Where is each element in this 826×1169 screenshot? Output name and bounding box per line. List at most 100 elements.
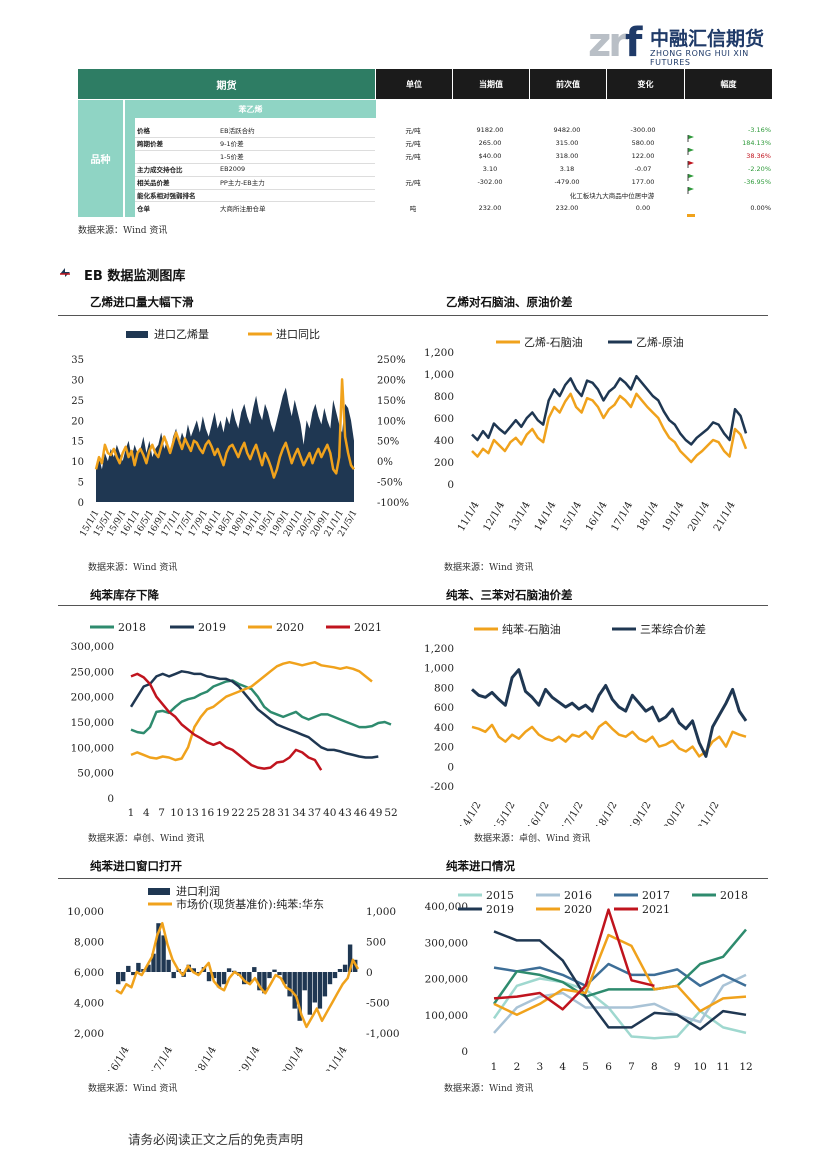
bar-import-profit: [191, 968, 196, 972]
y2-tick-label: -50%: [377, 478, 403, 489]
company-logo: zrf 中融汇信期货 ZHONG RONG HUI XIN FUTURES: [588, 18, 778, 67]
bar-import-profit: [337, 969, 343, 972]
bar-import-profit: [136, 962, 141, 972]
y-tick-label: 100,000: [425, 1010, 468, 1022]
chart-benzene-inventory: 0 50,000 100,000 150,000 200,000 250,000 300,0…: [71, 621, 398, 819]
bar-import-profit: [206, 972, 212, 982]
chart-source-6: 数据来源：Wind 资讯: [444, 1084, 534, 1094]
y-tick-label: 0: [107, 793, 114, 805]
series-2020: [130, 660, 373, 762]
x-tick-label: 10: [170, 807, 183, 819]
table-cell-unit: 元/吨: [405, 179, 421, 188]
table-cell-item: 大商所注册仓单: [220, 204, 266, 213]
y-tick-label: 4,000: [74, 998, 104, 1010]
bar-import-profit: [126, 965, 131, 972]
y-tick-label: 0: [447, 761, 454, 773]
table-cell-chg: 0.00: [635, 203, 651, 212]
divider-2: [58, 605, 768, 606]
table-cell-unit: 元/吨: [405, 153, 421, 162]
series-2021: [130, 672, 323, 771]
x-tick-label: 34: [293, 807, 307, 819]
legend-label: 2016: [564, 889, 592, 902]
bar-import-profit: [322, 972, 328, 997]
table-cell-pct: 38.36%: [746, 152, 771, 161]
x-tick-label: 25: [247, 807, 260, 819]
x-tick-label: 3: [536, 1061, 543, 1071]
chart-title-4: 纯苯、三苯对石脑油价差: [446, 588, 573, 602]
legend-label: 2019: [198, 621, 226, 634]
x-tick-label: 2: [514, 1061, 521, 1071]
x-tick-label: 31: [277, 807, 290, 819]
table-cell-group: 仓单: [137, 204, 150, 213]
x-tick-label: 4: [143, 807, 150, 819]
y-tick-label: 50,000: [77, 768, 114, 780]
x-tick-label: 19/1/4: [661, 500, 687, 533]
y-tick-label: 10: [71, 457, 84, 468]
bar-import-profit: [131, 972, 136, 976]
product-cell: 苯乙烯: [125, 100, 376, 118]
series-benzene-naphtha: [471, 720, 747, 758]
chart-source-5: 数据来源：Wind 资讯: [88, 1084, 178, 1094]
bar-import-profit: [302, 972, 307, 991]
legend-label: 进口乙烯量: [154, 328, 209, 341]
bar-import-profit: [226, 968, 232, 972]
y2-tick-label: -500: [366, 998, 390, 1010]
x-tick-label: 21/1/4: [324, 1045, 350, 1071]
y-tick-label: 10,000: [67, 906, 104, 918]
row-divider: [135, 175, 375, 177]
x-tick-label: 19: [216, 807, 229, 819]
y-tick-label: 25: [71, 396, 84, 407]
table-cell-chg: -300.00: [630, 126, 656, 135]
x-tick-label: 13: [185, 807, 198, 819]
legend-label: 2021: [354, 621, 382, 634]
x-tick-label: 14/1/2: [458, 800, 484, 826]
bar-import-profit: [287, 972, 292, 997]
x-tick-label: 15/1/4: [558, 500, 584, 533]
chart-title-5: 纯苯进口窗口打开: [90, 859, 182, 873]
legend-swatch: [126, 331, 148, 338]
section-bullet-icon: [58, 264, 78, 280]
chart-source-1: 数据来源：Wind 资讯: [88, 563, 178, 573]
table-source: 数据来源：Wind 资讯: [78, 226, 168, 236]
x-tick-label: 8: [651, 1061, 658, 1071]
x-tick-label: 11: [716, 1061, 729, 1071]
table-cell-item: 1-5价差: [220, 153, 244, 162]
bar-import-profit: [247, 972, 252, 983]
bar-import-profit: [332, 972, 338, 979]
table-cell-group: 能化系相对强弱排名: [137, 191, 196, 200]
table-cell-prev: 9482.00: [553, 126, 581, 135]
chart-source-2: 数据来源：Wind 资讯: [444, 563, 534, 573]
company-name-en: ZHONG RONG HUI XIN FUTURES: [650, 49, 749, 67]
y2-tick-label: 500: [366, 937, 386, 949]
table-cell-chg: -0.07: [634, 165, 652, 174]
table-cell-chg: 580.00: [631, 139, 655, 148]
row-divider: [135, 162, 375, 164]
x-tick-label: 14/1/4: [533, 500, 559, 533]
table-cell-note: 化工板块九大商品中位居中游: [569, 191, 655, 200]
x-tick-label: 11/1/4: [456, 500, 482, 533]
y-tick-label: 5: [78, 478, 84, 489]
legend-label: 2018: [118, 621, 146, 634]
chart-title-2: 乙烯对石脑油、原油价差: [446, 295, 573, 309]
series-2017: [493, 962, 747, 988]
x-tick-label: 18/1/4: [635, 500, 661, 533]
table-cell-unit: 元/吨: [405, 140, 421, 149]
bar-import-profit: [216, 972, 222, 988]
series-imports-area: [96, 387, 354, 502]
y-tick-label: 1,200: [424, 347, 454, 359]
bar-import-profit: [327, 972, 333, 985]
y2-tick-label: 0: [366, 967, 373, 979]
x-tick-label: 46: [354, 807, 368, 819]
chart-title-3: 纯苯库存下降: [90, 588, 159, 602]
table-cell-prev: 232.00: [555, 203, 579, 212]
bar-import-profit: [221, 972, 227, 985]
y-tick-label: -200: [430, 781, 454, 793]
bar-import-profit: [161, 935, 166, 972]
table-cell-group: 跨期价差: [137, 140, 163, 149]
y-tick-label: 200,000: [425, 974, 468, 986]
series-2019: [493, 930, 747, 1031]
flag-icon: [687, 166, 695, 181]
series-2021: [493, 908, 655, 1011]
y-tick-label: 200,000: [71, 692, 114, 704]
bar-import-profit: [342, 964, 348, 972]
